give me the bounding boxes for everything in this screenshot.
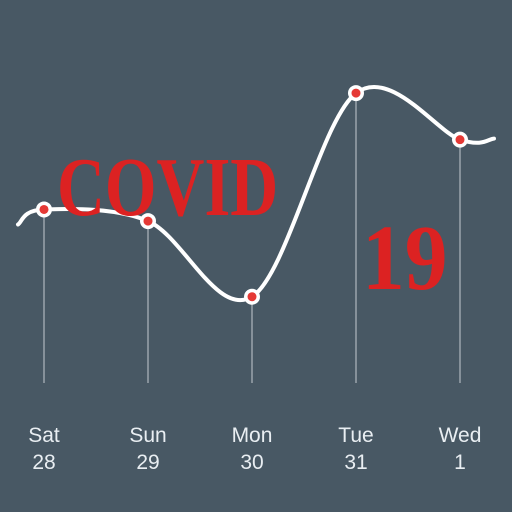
data-point-center xyxy=(39,204,49,214)
x-tick-date-label: 1 xyxy=(454,451,466,474)
x-axis-labels: Sat 28 Sun 29 Mon 30 Tue 31 Wed 1 xyxy=(28,424,481,474)
x-tick-day-label: Sat xyxy=(28,424,60,447)
x-tick-date-label: 30 xyxy=(240,451,263,474)
x-tick-date-label: 29 xyxy=(136,451,159,474)
covid-title: COVID xyxy=(57,141,279,234)
x-tick-day-label: Wed xyxy=(439,424,482,447)
x-tick-date-label: 28 xyxy=(32,451,55,474)
data-point-center xyxy=(455,135,465,145)
data-point-center xyxy=(143,216,153,226)
covid-number: 19 xyxy=(362,207,448,310)
data-point-center xyxy=(351,88,361,98)
series-line xyxy=(16,84,496,302)
x-tick-day-label: Sun xyxy=(129,424,166,447)
x-tick-date-label: 31 xyxy=(344,451,367,474)
data-point-center xyxy=(247,292,257,302)
drop-lines xyxy=(43,93,461,383)
markers xyxy=(36,85,468,305)
x-tick-day-label: Mon xyxy=(232,424,273,447)
x-tick-day-label: Tue xyxy=(338,424,373,447)
